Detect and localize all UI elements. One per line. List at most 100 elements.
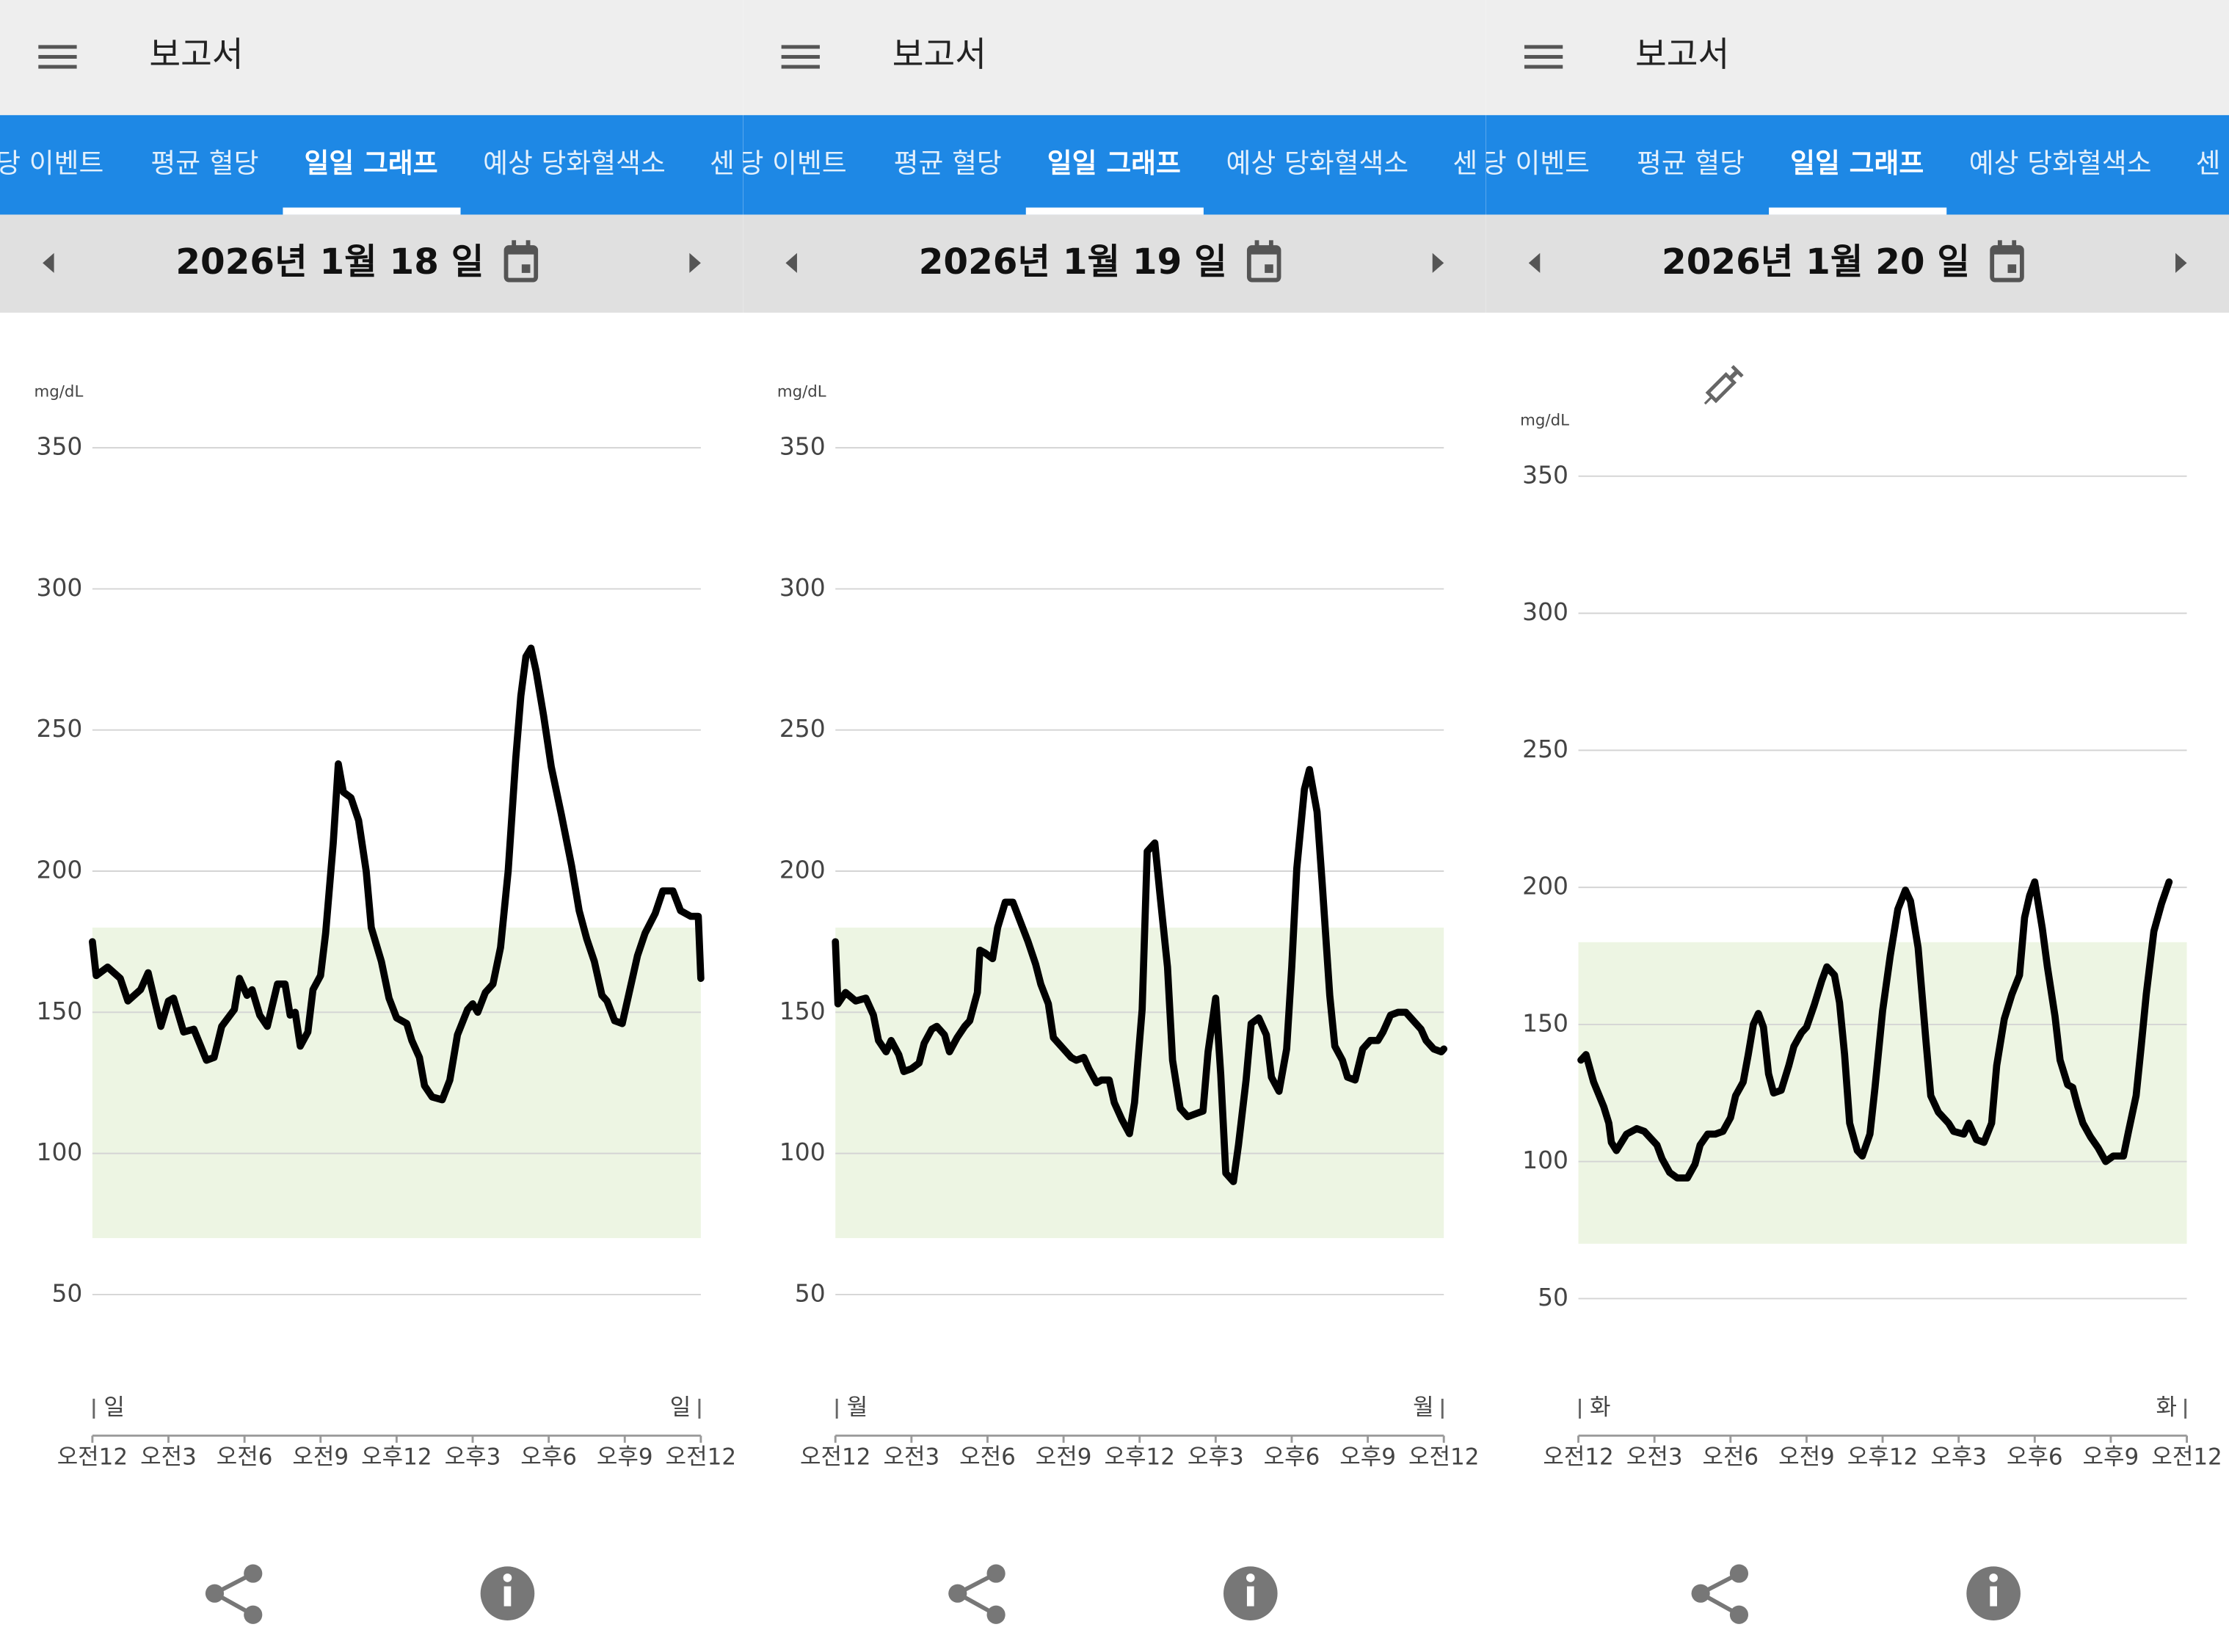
insulin-icon: [1703, 365, 1744, 405]
calendar-day: [521, 264, 531, 273]
x-tick-label: 오후9: [597, 1444, 653, 1471]
menu-line: [1524, 45, 1563, 49]
menu-line: [38, 65, 77, 69]
share-node: [1691, 1584, 1710, 1603]
tab[interactable]: 당 이벤트: [739, 148, 847, 179]
day-label-start: 화: [1590, 1394, 1611, 1421]
day-label-start: 월: [847, 1394, 868, 1421]
calendar-button[interactable]: [503, 240, 539, 283]
calendar-ring: [1997, 240, 2002, 249]
date: 2026년 1월 20 일: [1662, 241, 1970, 283]
next-day[interactable]: [689, 252, 701, 273]
tab[interactable]: 예상 당화혈색소: [1226, 148, 1408, 179]
menu-line: [38, 45, 77, 49]
menu-line: [1524, 65, 1563, 69]
tab[interactable]: 일일 그래프: [1790, 148, 1924, 179]
next-day[interactable]: [2175, 252, 2187, 273]
menu-button[interactable]: [1524, 45, 1563, 69]
y-tick-label: 100: [37, 1138, 83, 1166]
unit-label: mg/dL: [34, 383, 83, 401]
calendar-day: [2007, 264, 2017, 273]
share-node: [1729, 1605, 1749, 1624]
glucose-line: [89, 644, 705, 1104]
calendar-ring: [2012, 240, 2017, 249]
x-tick-label: 오후12: [361, 1444, 432, 1471]
y-tick-label: 50: [51, 1278, 82, 1307]
unit-label: mg/dL: [1520, 411, 1569, 429]
share-node: [1729, 1564, 1749, 1583]
x-tick-label: 오전12: [1543, 1444, 1613, 1471]
date-bar: [1486, 214, 2229, 313]
tab[interactable]: 센: [2196, 148, 2221, 179]
tab-indicator: [283, 207, 461, 215]
x-tick-label: 오전6: [1702, 1444, 1759, 1471]
menu-button[interactable]: [781, 45, 820, 69]
day-label-end: 화: [2156, 1394, 2177, 1421]
calendar-top: [506, 247, 537, 255]
tab[interactable]: 예상 당화혈색소: [483, 148, 666, 179]
y-tick-label: 250: [779, 714, 826, 743]
y-tick-label: 200: [1522, 872, 1568, 900]
y-tick-label: 100: [1522, 1146, 1568, 1174]
share-button[interactable]: [1691, 1564, 1749, 1624]
tab[interactable]: 예상 당화혈색소: [1969, 148, 2152, 179]
menu-button[interactable]: [38, 45, 77, 69]
tab[interactable]: 평균 혈당: [894, 148, 1002, 179]
app-bar: [743, 0, 1486, 115]
x-tick-label: 오전6: [217, 1444, 273, 1471]
glucose-line: [832, 765, 1448, 1185]
tab[interactable]: 평균 혈당: [1637, 148, 1745, 179]
app-title: 보고서: [892, 34, 986, 74]
x-tick-label: 오후9: [2083, 1444, 2139, 1471]
calendar-button[interactable]: [1990, 240, 2024, 283]
day-label-end: 월: [1413, 1394, 1434, 1421]
calendar-ring: [1254, 240, 1259, 249]
share-button[interactable]: [948, 1564, 1006, 1624]
prev-day[interactable]: [785, 252, 797, 273]
info-button[interactable]: [1966, 1566, 2021, 1621]
share-button[interactable]: [205, 1564, 263, 1624]
tab[interactable]: 일일 그래프: [304, 148, 437, 179]
share-node: [205, 1584, 225, 1603]
prev-day[interactable]: [1528, 252, 1541, 273]
y-tick-label: 200: [37, 856, 83, 884]
x-tick-label: 오전9: [1778, 1444, 1835, 1471]
day-label-end: 일: [670, 1394, 691, 1421]
calendar-day: [1265, 264, 1273, 273]
tab[interactable]: 당 이벤트: [0, 148, 103, 179]
x-tick-label: 오후6: [2007, 1444, 2063, 1471]
x-tick-label: 오전12: [800, 1444, 870, 1471]
tab[interactable]: 센: [1452, 148, 1477, 179]
menu-line: [781, 45, 820, 49]
prev-day[interactable]: [43, 252, 54, 273]
menu-line: [781, 54, 820, 59]
tab[interactable]: 당 이벤트: [1482, 148, 1590, 179]
date-bar: [743, 214, 1486, 313]
x-tick-label: 오후3: [1188, 1444, 1244, 1471]
app-title: 보고서: [1635, 34, 1729, 74]
x-tick-label: 오전12: [1408, 1444, 1479, 1471]
y-tick-label: 300: [37, 573, 83, 602]
x-tick-label: 오후12: [1105, 1444, 1175, 1471]
calendar-top: [1992, 247, 2022, 255]
calendar-ring: [512, 240, 517, 249]
calendar-top: [1248, 247, 1279, 255]
syringe-handle: [1731, 365, 1744, 378]
menu-line: [38, 54, 77, 59]
y-tick-label: 100: [779, 1138, 826, 1166]
x-tick-label: 오전6: [959, 1444, 1016, 1471]
app-title: 보고서: [149, 34, 243, 74]
tab[interactable]: 센: [710, 148, 735, 179]
x-tick-label: 오전9: [1036, 1444, 1092, 1471]
tab-indicator: [1025, 207, 1204, 215]
y-tick-label: 150: [1522, 1008, 1568, 1037]
info-button[interactable]: [1223, 1566, 1278, 1621]
x-tick-label: 오후9: [1339, 1444, 1396, 1471]
tab[interactable]: 평균 혈당: [150, 148, 258, 179]
info-button[interactable]: [480, 1566, 535, 1621]
tab[interactable]: 일일 그래프: [1047, 148, 1181, 179]
tab-bar: [743, 114, 1486, 215]
calendar-ring: [526, 240, 531, 249]
next-day[interactable]: [1432, 252, 1444, 273]
calendar-button[interactable]: [1246, 240, 1281, 283]
